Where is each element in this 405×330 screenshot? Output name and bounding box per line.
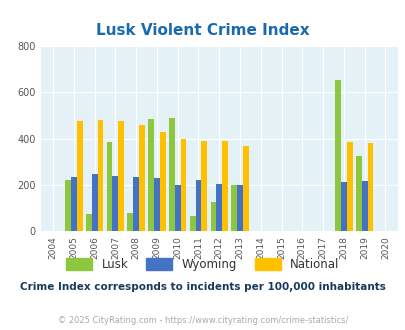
Bar <box>180 139 186 231</box>
Bar <box>107 142 112 231</box>
Bar <box>361 182 367 231</box>
Bar <box>334 80 340 231</box>
Bar <box>77 121 82 231</box>
Bar <box>355 156 361 231</box>
Bar <box>237 185 242 231</box>
Bar <box>340 182 346 231</box>
Text: Lusk Violent Crime Index: Lusk Violent Crime Index <box>96 23 309 38</box>
Bar <box>242 146 248 231</box>
Legend: Lusk, Wyoming, National: Lusk, Wyoming, National <box>62 253 343 276</box>
Bar <box>139 125 145 231</box>
Bar <box>112 176 118 231</box>
Bar <box>118 121 124 231</box>
Bar <box>210 202 216 231</box>
Bar <box>367 143 373 231</box>
Bar <box>133 177 139 231</box>
Text: Crime Index corresponds to incidents per 100,000 inhabitants: Crime Index corresponds to incidents per… <box>20 282 385 292</box>
Bar <box>65 180 71 231</box>
Bar <box>92 174 97 231</box>
Bar <box>222 141 227 231</box>
Bar <box>201 141 207 231</box>
Bar <box>127 213 133 231</box>
Bar <box>168 118 175 231</box>
Bar <box>97 120 103 231</box>
Bar <box>231 185 237 231</box>
Bar <box>175 185 180 231</box>
Bar <box>86 214 92 231</box>
Bar <box>153 178 160 231</box>
Bar <box>195 180 201 231</box>
Bar <box>189 216 195 231</box>
Bar <box>148 119 153 231</box>
Bar <box>160 132 165 231</box>
Text: © 2025 CityRating.com - https://www.cityrating.com/crime-statistics/: © 2025 CityRating.com - https://www.city… <box>58 315 347 325</box>
Bar <box>216 183 222 231</box>
Bar <box>346 142 352 231</box>
Bar <box>71 177 77 231</box>
